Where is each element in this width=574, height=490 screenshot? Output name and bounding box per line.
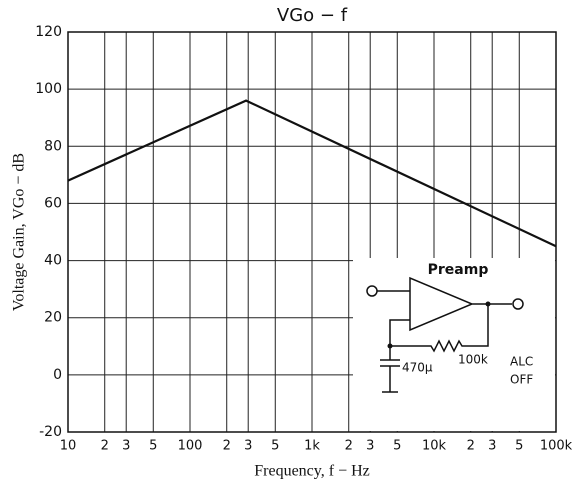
- y-tick-label: -20: [39, 424, 62, 440]
- x-tick-label: 3: [244, 439, 252, 454]
- inset-label: OFF: [510, 373, 533, 387]
- x-tick-label: 10k: [422, 439, 447, 454]
- x-tick-label: 10: [60, 439, 77, 454]
- inset-label: ALC: [510, 355, 533, 369]
- y-tick-label: 100: [35, 81, 62, 97]
- x-tick-label: 3: [122, 439, 130, 454]
- y-tick-label: 20: [44, 310, 62, 326]
- y-tick-label: 60: [44, 195, 62, 211]
- x-axis-label: Frequency, f − Hz: [254, 463, 370, 480]
- x-tick-label: 3: [488, 439, 496, 454]
- x-tick-label: 3: [366, 439, 374, 454]
- node: [485, 301, 491, 307]
- output-terminal: [512, 298, 524, 310]
- chart-title: VGo − f: [277, 5, 348, 26]
- y-tick-label: 120: [35, 24, 62, 40]
- series-line: [67, 99, 557, 248]
- x-tick-label: 1k: [304, 439, 320, 454]
- x-tick-label: 2: [345, 439, 353, 454]
- y-tick-label: 80: [44, 138, 62, 154]
- circuit-inset: Preamp 100k 470μ ALC OFF: [353, 258, 555, 431]
- x-tick-label: 100: [178, 439, 203, 454]
- x-tick-label: 2: [101, 439, 109, 454]
- y-tick-label: 0: [53, 367, 62, 383]
- x-tick-label: 5: [149, 439, 157, 454]
- plot-frame: [67, 31, 557, 433]
- circuit-wires: [377, 276, 512, 393]
- inset-label: 470μ: [402, 361, 433, 375]
- node: [387, 343, 393, 349]
- inset-label: Preamp: [428, 262, 489, 278]
- x-tick-label: 5: [515, 439, 523, 454]
- y-tick-label: 40: [44, 253, 62, 269]
- inset-background: [353, 258, 555, 431]
- x-tick-label: 2: [223, 439, 231, 454]
- x-tick-label: 100k: [540, 439, 573, 454]
- x-tick-label: 5: [271, 439, 279, 454]
- inset-label: 100k: [458, 353, 488, 367]
- y-axis-label: Voltage Gain, VGo − dB: [11, 153, 28, 311]
- x-tick-label: 2: [467, 439, 475, 454]
- x-tick-label: 5: [393, 439, 401, 454]
